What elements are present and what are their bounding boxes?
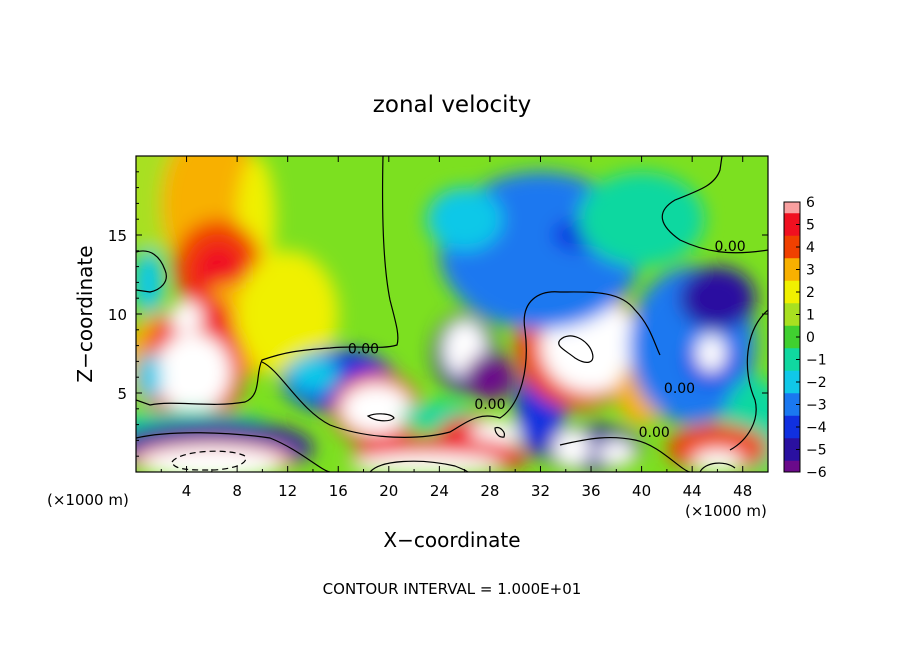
x-tick-label-5: 24 (430, 482, 449, 500)
colorbar-tick-label-10: −4 (806, 420, 827, 436)
colorbar-swatch-mid-4 (784, 258, 800, 270)
heatmap-blob-13 (136, 353, 162, 401)
colorbar-swatch-1 (784, 314, 800, 327)
chart-title: zonal velocity (373, 92, 531, 118)
colorbar-tick-label-1: 5 (806, 218, 815, 234)
x-tick-label-7: 32 (531, 482, 550, 500)
contour-interval-note: CONTOUR INTERVAL = 1.000E+01 (323, 580, 582, 598)
contour-line-positive-4 (369, 460, 469, 472)
colorbar-swatch-mid-5 (784, 235, 800, 248)
x-tick-label-10: 44 (683, 482, 702, 500)
contour-line-zero-1 (136, 156, 399, 406)
heatmap-blob-17 (142, 448, 282, 472)
y-tick-label-0: 5 (117, 385, 127, 403)
x-tick-label-9: 40 (632, 482, 651, 500)
contour-label-0: 0.00 (348, 342, 379, 358)
heatmap-blob-6 (237, 250, 339, 378)
heatmap-blob-7 (136, 250, 164, 314)
colorbar-swatch-4 (784, 247, 800, 259)
contour-line-zero-6 (559, 436, 691, 472)
colorbar-swatch-mid-2 (784, 303, 800, 315)
colorbar-swatch-0 (784, 337, 800, 349)
x-axis: 4 8 12 16 20 24 28 32 36 40 44 48 (160, 156, 752, 500)
contour-line-zero-4 (661, 156, 768, 254)
contour-line-positive-2 (366, 413, 395, 422)
heatmap-blob-46 (666, 424, 768, 472)
colorbar-swatch-mid--2 (784, 393, 800, 405)
colorbar-swatch-2 (784, 292, 800, 304)
heatmap-blob-39 (426, 187, 503, 251)
colorbar-swatch-mid--3 (784, 415, 800, 428)
contour-line-zero-2 (136, 250, 167, 293)
heatmap-blob-21 (340, 383, 412, 435)
colorbar-swatch--5 (784, 449, 800, 462)
contour-label-1: 0.00 (474, 397, 505, 413)
heatmap-blob-42 (679, 266, 756, 330)
contour-line-positive-3 (494, 427, 505, 438)
colorbar: 6 5 4 3 2 1 0 −1 −2 −3 −4 −5 −6 (783, 195, 827, 481)
y-axis: 5 10 15 (108, 171, 768, 457)
heatmap-blob-11 (154, 332, 231, 412)
colorbar-tick-label-6: 0 (806, 330, 815, 346)
contour-label-2: 0.00 (714, 239, 745, 255)
heatmap-field: 0.00 0.00 0.00 0.00 0.00 (136, 156, 768, 472)
contour-label-4: 0.00 (639, 425, 670, 441)
colorbar-swatch--1 (784, 359, 800, 372)
x-unit-right: (×1000 m) (685, 502, 767, 520)
heatmap-blob-40 (578, 171, 705, 267)
x-tick-label-11: 48 (733, 482, 752, 500)
colorbar-swatch-mid-6 (784, 213, 800, 225)
heatmap-blob-35 (553, 429, 592, 468)
x-tick-label-2: 12 (278, 482, 297, 500)
colorbar-swatch-6 (784, 202, 800, 214)
colorbar-swatch-mid-0 (784, 348, 800, 360)
x-tick-label-6: 28 (480, 482, 499, 500)
colorbar-tick-label-12: −6 (806, 465, 827, 481)
colorbar-swatch-mid--5 (784, 460, 800, 473)
heatmap-blob-24 (464, 353, 516, 401)
contour-line-positive-1 (558, 335, 594, 363)
y-tick-label-1: 10 (108, 306, 127, 324)
contour-line-zero-5 (136, 432, 331, 472)
colorbar-tick-label-5: 1 (806, 308, 815, 324)
contour-line-positive-5 (699, 462, 736, 472)
colorbar-swatch--4 (784, 427, 800, 439)
contour-label-3: 0.00 (664, 381, 695, 397)
colorbar-swatch--2 (784, 382, 800, 394)
colorbar-tick-label-9: −3 (806, 398, 827, 414)
contour-line-zero-7 (729, 309, 768, 451)
colorbar-tick-label-3: 3 (806, 263, 815, 279)
colorbar-tick-label-4: 2 (806, 285, 815, 301)
colorbar-swatch-mid-1 (784, 325, 800, 338)
colorbar-tick-label-8: −2 (806, 375, 827, 391)
colorbar-tick-label-7: −1 (806, 353, 827, 369)
colorbar-tick-label-11: −5 (806, 443, 827, 459)
heatmap-blob-19 (287, 355, 339, 393)
contour-line-zero-3 (261, 291, 661, 438)
colorbar-tick-label-0: 6 (806, 195, 815, 211)
heatmap-blob-44 (695, 334, 727, 373)
x-axis-label: X−coordinate (383, 528, 520, 552)
colorbar-swatch-mid-3 (784, 280, 800, 293)
colorbar-swatch-mid--1 (784, 370, 800, 383)
colorbar-tick-label-2: 4 (806, 240, 815, 256)
x-tick-label-3: 16 (329, 482, 348, 500)
heatmap-blob-12 (170, 301, 203, 333)
x-tick-label-4: 20 (379, 482, 398, 500)
y-tick-label-2: 15 (108, 227, 127, 245)
x-tick-label-0: 4 (182, 482, 192, 500)
x-unit-left: (×1000 m) (47, 491, 129, 509)
x-tick-label-8: 36 (581, 482, 600, 500)
colorbar-swatch-mid--4 (784, 438, 800, 450)
heatmap-blob-47 (692, 449, 743, 472)
colorbar-swatch-3 (784, 269, 800, 282)
colorbar-swatch-5 (784, 224, 800, 237)
x-tick-label-1: 8 (232, 482, 242, 500)
colorbar-swatch--3 (784, 404, 800, 417)
heatmap-blob-36 (597, 440, 636, 466)
y-axis-label: Z−coordinate (73, 245, 97, 382)
